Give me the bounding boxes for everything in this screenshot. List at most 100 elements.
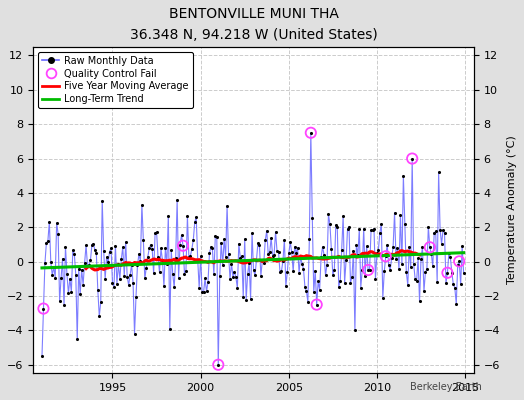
Point [132,294,140,300]
Point [196,253,205,260]
Point [363,243,371,250]
Point [264,251,272,257]
Point [248,230,256,236]
Point [120,272,128,279]
Point [214,362,223,368]
Point [91,247,99,253]
Point [73,336,81,342]
Point [63,271,71,278]
Point [295,269,303,276]
Point [257,272,265,279]
Point [418,244,427,250]
Point [387,255,396,262]
Point [107,245,115,251]
Point [42,240,51,246]
Point [381,253,390,260]
Point [191,219,199,225]
Point [92,250,101,257]
Point [96,299,105,305]
Point [261,237,269,244]
Point [408,155,417,162]
Point [188,246,196,252]
Point [74,266,83,272]
Point [377,221,386,227]
Point [144,254,152,260]
Point [189,237,198,243]
Point [273,248,281,254]
Point [323,262,331,268]
Point [254,240,262,246]
Point [136,258,145,264]
Point [321,272,330,278]
Legend: Raw Monthly Data, Quality Control Fail, Five Year Moving Average, Long-Term Tren: Raw Monthly Data, Quality Control Fail, … [38,52,193,108]
Point [232,274,240,280]
Point [398,261,406,267]
Point [164,213,172,219]
Point [443,270,452,276]
Point [402,269,410,275]
Point [117,256,126,262]
Point [352,242,361,249]
Point [396,212,405,218]
Point [177,232,185,238]
Point [245,260,253,266]
Point [285,250,293,257]
Point [332,222,340,228]
Point [39,305,48,312]
Point [173,197,181,203]
Point [451,284,459,291]
Point [327,246,335,253]
Point [123,274,132,280]
Point [179,242,187,249]
Point [101,276,110,282]
Point [214,362,223,368]
Point [367,227,375,234]
Point [446,254,455,260]
Point [54,231,62,237]
Point [460,270,468,276]
Point [315,287,324,293]
Point [224,251,233,258]
Point [392,256,400,262]
Point [213,234,221,240]
Point [215,273,224,279]
Point [449,281,457,288]
Point [113,280,121,287]
Point [69,247,77,253]
Point [61,244,70,250]
Point [425,244,434,250]
Point [41,260,49,266]
Point [222,254,230,260]
Point [401,220,409,227]
Point [67,288,75,295]
Point [407,264,415,270]
Point [207,244,215,250]
Point [60,302,68,308]
Point [180,270,189,277]
Point [192,214,200,220]
Point [195,285,203,291]
Point [239,294,247,301]
Point [307,130,315,136]
Point [139,236,148,243]
Point [311,268,320,274]
Point [283,269,291,275]
Point [305,236,313,242]
Point [280,236,289,243]
Point [349,248,357,254]
Point [356,284,365,291]
Point [130,331,139,337]
Point [110,284,118,290]
Point [208,245,216,252]
Point [182,267,190,274]
Point [122,239,130,245]
Point [263,228,271,234]
Point [416,298,424,304]
Point [430,230,439,236]
Point [286,239,294,245]
Point [151,230,159,236]
Point [82,242,90,248]
Point [95,313,103,319]
Point [142,265,150,271]
Point [276,269,284,275]
